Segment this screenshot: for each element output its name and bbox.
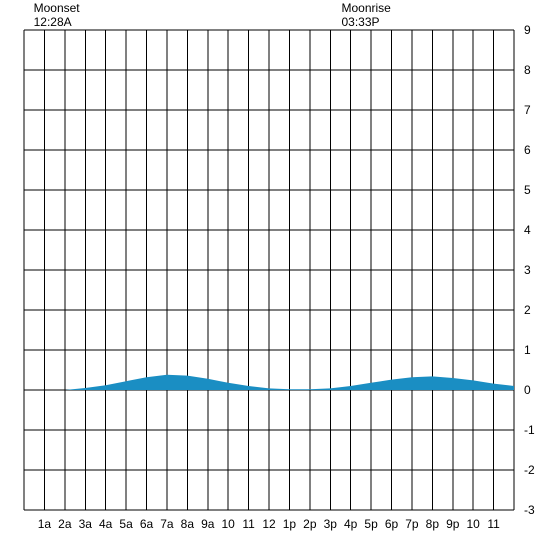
x-tick-label: 12	[262, 517, 276, 531]
y-tick-label: 6	[524, 143, 531, 157]
x-tick-label: 3a	[79, 517, 93, 531]
x-tick-label: 4a	[99, 517, 113, 531]
y-tick-label: 2	[524, 303, 531, 317]
x-tick-label: 9p	[446, 517, 460, 531]
x-tick-label: 9a	[201, 517, 215, 531]
x-tick-label: 2p	[303, 517, 317, 531]
x-tick-label: 7p	[405, 517, 419, 531]
x-tick-label: 11	[487, 517, 500, 531]
y-tick-label: 7	[524, 103, 531, 117]
x-tick-label: 1p	[283, 517, 297, 531]
y-tick-label: 1	[524, 343, 531, 357]
y-tick-label: -3	[524, 503, 535, 517]
top-label-title: Moonrise	[341, 1, 391, 15]
x-tick-label: 6p	[385, 517, 399, 531]
top-label-time: 12:28A	[34, 15, 72, 29]
x-tick-label: 11	[242, 517, 255, 531]
x-tick-label: 2a	[58, 517, 72, 531]
y-tick-label: 4	[524, 223, 531, 237]
x-tick-label: 10	[221, 517, 235, 531]
x-tick-label: 4p	[344, 517, 358, 531]
x-tick-label: 7a	[160, 517, 174, 531]
top-label-title: Moonset	[34, 1, 81, 15]
x-tick-label: 10	[466, 517, 480, 531]
x-tick-label: 8p	[426, 517, 440, 531]
chart-container: { "chart": { "type": "area", "width": 55…	[0, 0, 550, 550]
y-tick-label: 8	[524, 63, 531, 77]
x-tick-label: 1a	[38, 517, 52, 531]
x-tick-label: 6a	[140, 517, 154, 531]
x-tick-label: 5a	[119, 517, 133, 531]
x-tick-label: 3p	[324, 517, 338, 531]
y-tick-label: 9	[524, 23, 531, 37]
y-tick-label: 5	[524, 183, 531, 197]
y-tick-label: 0	[524, 383, 531, 397]
x-tick-label: 8a	[181, 517, 195, 531]
top-label-time: 03:33P	[341, 15, 379, 29]
y-tick-label: 3	[524, 263, 531, 277]
tide-chart: -3-2-101234567891a2a3a4a5a6a7a8a9a101112…	[0, 0, 550, 550]
x-tick-label: 5p	[364, 517, 378, 531]
y-tick-label: -2	[524, 463, 535, 477]
y-tick-label: -1	[524, 423, 535, 437]
